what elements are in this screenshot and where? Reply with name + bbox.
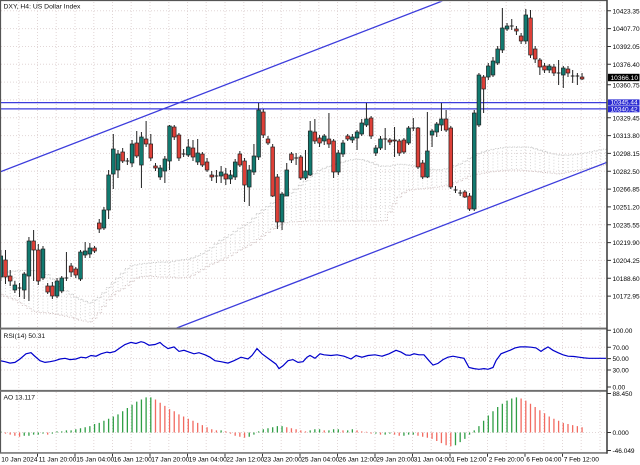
svg-text:10188.60: 10188.60 xyxy=(613,276,640,283)
svg-text:10282.50: 10282.50 xyxy=(613,169,640,176)
svg-text:10329.45: 10329.45 xyxy=(613,115,640,122)
svg-text:RSI(14) 50.31: RSI(14) 50.31 xyxy=(4,333,46,340)
svg-text:10392.05: 10392.05 xyxy=(613,44,640,51)
svg-text:10423.35: 10423.35 xyxy=(613,8,640,15)
svg-text:31 Jan 04:00: 31 Jan 04:00 xyxy=(414,457,452,464)
svg-text:10219.90: 10219.90 xyxy=(613,240,640,247)
svg-text:100.00: 100.00 xyxy=(613,328,633,335)
svg-text:10172.95: 10172.95 xyxy=(613,294,640,301)
svg-text:7 Feb 12:00: 7 Feb 12:00 xyxy=(564,457,600,464)
svg-text:19 Jan 04:00: 19 Jan 04:00 xyxy=(189,457,227,464)
svg-text:0.000: 0.000 xyxy=(613,430,630,437)
svg-text:25 Jan 04:00: 25 Jan 04:00 xyxy=(301,457,339,464)
svg-text:10298.15: 10298.15 xyxy=(613,151,640,158)
svg-text:10340.42: 10340.42 xyxy=(611,106,638,113)
svg-text:10235.55: 10235.55 xyxy=(613,222,640,229)
svg-text:0.00: 0.00 xyxy=(613,385,626,392)
svg-text:10313.80: 10313.80 xyxy=(613,133,640,140)
svg-text:10204.25: 10204.25 xyxy=(613,258,640,265)
svg-text:50.00: 50.00 xyxy=(613,356,630,363)
svg-text:AO 13.117: AO 13.117 xyxy=(4,395,36,402)
svg-text:6 Feb 04:00: 6 Feb 04:00 xyxy=(526,457,562,464)
svg-text:70.00: 70.00 xyxy=(613,345,630,352)
svg-text:23 Jan 20:00: 23 Jan 20:00 xyxy=(264,457,302,464)
svg-text:10366.10: 10366.10 xyxy=(611,75,639,82)
svg-text:11 Jan 20:00: 11 Jan 20:00 xyxy=(39,457,77,464)
svg-text:10251.20: 10251.20 xyxy=(613,205,640,212)
svg-text:26 Jan 12:00: 26 Jan 12:00 xyxy=(339,457,377,464)
svg-text:88.450: 88.450 xyxy=(613,391,633,398)
svg-text:10345.44: 10345.44 xyxy=(611,100,638,107)
svg-text:16 Jan 12:00: 16 Jan 12:00 xyxy=(114,457,152,464)
svg-text:30.00: 30.00 xyxy=(613,368,630,375)
svg-text:29 Jan 20:00: 29 Jan 20:00 xyxy=(376,457,414,464)
svg-text:10266.85: 10266.85 xyxy=(613,187,640,194)
svg-text:10407.70: 10407.70 xyxy=(613,26,640,33)
svg-text:1 Feb 12:00: 1 Feb 12:00 xyxy=(451,457,487,464)
svg-text:DXY, H4: US Dollar Index: DXY, H4: US Dollar Index xyxy=(4,3,82,10)
svg-text:2 Feb 20:00: 2 Feb 20:00 xyxy=(489,457,525,464)
svg-text:10 Jan 2024: 10 Jan 2024 xyxy=(1,457,38,464)
svg-text:17 Jan 20:00: 17 Jan 20:00 xyxy=(151,457,189,464)
svg-text:15 Jan 04:00: 15 Jan 04:00 xyxy=(76,457,114,464)
svg-text:22 Jan 12:00: 22 Jan 12:00 xyxy=(226,457,264,464)
svg-text:10376.40: 10376.40 xyxy=(613,62,640,69)
svg-text:-46.049: -46.049 xyxy=(613,448,635,455)
svg-text:10360.75: 10360.75 xyxy=(613,82,640,89)
